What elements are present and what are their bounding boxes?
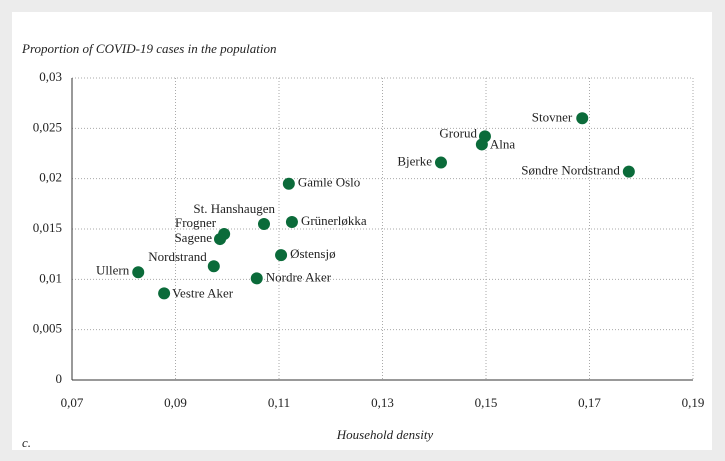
point	[285, 215, 298, 228]
y-tick-label: 0,015	[33, 220, 62, 235]
point-label: Grorud	[439, 125, 477, 140]
point	[207, 260, 220, 273]
y-tick-label: 0,01	[39, 270, 62, 285]
x-tick-label: 0,11	[268, 395, 290, 410]
point-label: Bjerke	[397, 154, 432, 169]
panel	[12, 12, 712, 450]
point	[132, 266, 145, 279]
point-label: Sagene	[174, 230, 212, 245]
y-tick-label: 0,03	[39, 69, 62, 84]
y-tick-label: 0,02	[39, 170, 62, 185]
point-label: Stovner	[532, 109, 573, 124]
y-tick-label: 0,005	[33, 321, 62, 336]
point-label: Alna	[490, 136, 516, 151]
point-label: Nordstrand	[148, 249, 207, 264]
point-label: Frogner	[175, 215, 217, 230]
point	[250, 272, 263, 285]
point	[576, 112, 589, 125]
x-tick-label: 0,17	[578, 395, 601, 410]
point	[214, 233, 227, 246]
point-label: Ullern	[96, 262, 130, 277]
point-label: Gamle Oslo	[298, 175, 360, 190]
x-tick-label: 0,13	[371, 395, 394, 410]
point-label: Nordre Aker	[266, 269, 332, 284]
y-tick-label: 0,025	[33, 119, 62, 134]
point	[622, 165, 635, 178]
x-tick-label: 0,07	[61, 395, 84, 410]
x-axis-label: Household density	[336, 427, 434, 442]
footnote: c.	[22, 435, 31, 450]
x-tick-label: 0,15	[475, 395, 498, 410]
y-tick-label: 0	[56, 371, 63, 386]
point	[275, 249, 288, 262]
x-tick-label: 0,09	[164, 395, 187, 410]
point	[475, 138, 488, 151]
point-label: Grünerløkka	[301, 213, 367, 228]
point	[282, 177, 295, 190]
x-tick-label: 0,19	[682, 395, 705, 410]
point	[434, 156, 447, 169]
point	[257, 217, 270, 230]
point-label: Vestre Aker	[172, 285, 234, 300]
point-label: Søndre Nordstrand	[521, 163, 620, 178]
chart-title: Proportion of COVID-19 cases in the popu…	[21, 41, 276, 56]
point-label: St. Hanshaugen	[193, 201, 275, 216]
point	[158, 287, 171, 300]
point-label: Østensjø	[290, 246, 336, 261]
